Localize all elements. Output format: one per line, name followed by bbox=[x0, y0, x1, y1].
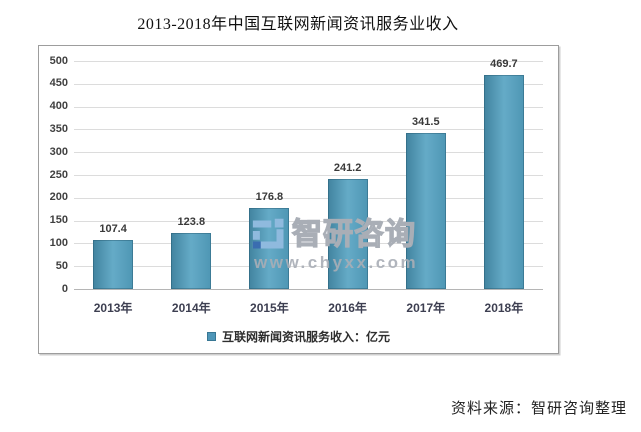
x-axis-label: 2018年 bbox=[484, 301, 524, 315]
gridline bbox=[74, 152, 543, 154]
bar-value-label: 176.8 bbox=[255, 191, 284, 204]
x-axis-label: 2017年 bbox=[406, 301, 446, 315]
gridline bbox=[74, 243, 543, 245]
gridline bbox=[74, 61, 543, 62]
chart-legend: 互联网新闻资讯服务收入：亿元 bbox=[39, 328, 558, 345]
bar-value-label: 123.8 bbox=[177, 215, 206, 228]
chart-title: 2013-2018年中国互联网新闻资讯服务业收入 bbox=[137, 16, 459, 33]
y-axis-tick-label: 250 bbox=[49, 168, 68, 181]
source-note: 资料来源：智研咨询整理 bbox=[450, 401, 627, 417]
gridline bbox=[74, 129, 543, 131]
bar-value-label: 341.5 bbox=[412, 116, 440, 129]
x-axis-line bbox=[74, 289, 543, 290]
bar-2013年 bbox=[93, 240, 134, 289]
bar-2016年 bbox=[327, 179, 368, 289]
gridline bbox=[74, 197, 543, 199]
bar-value-label: 241.2 bbox=[333, 162, 362, 174]
y-axis-tick-label: 100 bbox=[49, 236, 68, 249]
legend-label: 互联网新闻资讯服务收入：亿元 bbox=[221, 330, 390, 344]
x-axis-label: 2016年 bbox=[328, 301, 367, 315]
y-axis-tick-label: 150 bbox=[49, 214, 68, 227]
y-axis-tick-label: 450 bbox=[49, 77, 68, 90]
x-axis-label: 2014年 bbox=[171, 301, 211, 315]
bar-2017年 bbox=[405, 133, 446, 289]
chart-frame: 0 50 100 150 200 250 300 350 400 450 500 107.4 2013年… bbox=[38, 45, 559, 354]
y-axis-tick-label: 200 bbox=[49, 191, 68, 204]
legend-swatch-icon bbox=[206, 332, 216, 341]
gridline bbox=[74, 106, 543, 108]
bar-value-label: 469.7 bbox=[490, 57, 518, 70]
x-axis-label: 2013年 bbox=[93, 301, 133, 315]
gridline bbox=[74, 175, 543, 176]
bar-2015年 bbox=[249, 208, 290, 289]
bar-value-label: 107.4 bbox=[99, 223, 127, 235]
gridline bbox=[74, 220, 543, 222]
gridline bbox=[74, 83, 543, 85]
gridline bbox=[74, 266, 543, 268]
y-axis-tick-label: 50 bbox=[55, 259, 68, 272]
y-axis-tick-label: 500 bbox=[49, 54, 68, 67]
y-axis-tick-label: 400 bbox=[49, 100, 68, 113]
y-axis-tick-label: 0 bbox=[61, 282, 68, 295]
bar-2018年 bbox=[483, 74, 524, 289]
y-axis-tick-label: 300 bbox=[49, 145, 68, 158]
y-axis-tick-label: 350 bbox=[49, 122, 68, 135]
bar-2014年 bbox=[171, 232, 212, 289]
x-axis-label: 2015年 bbox=[250, 301, 289, 315]
